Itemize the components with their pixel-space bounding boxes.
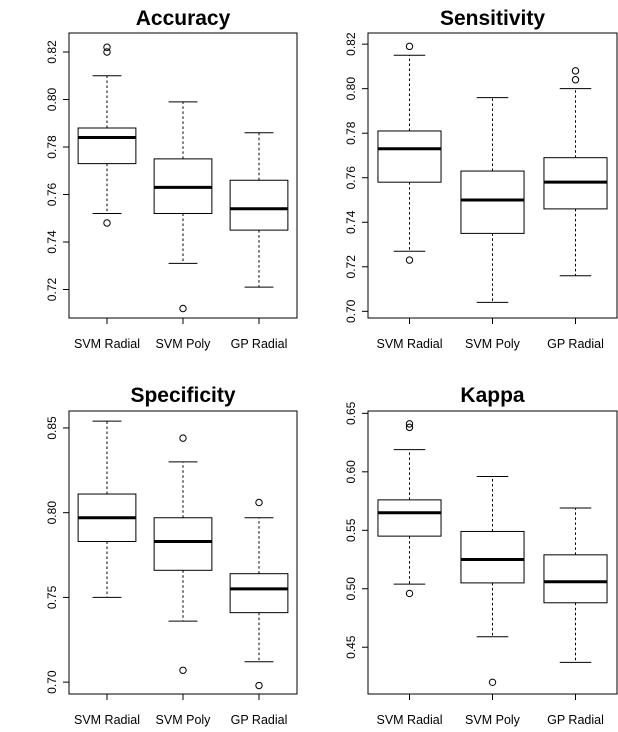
- outlier-point: [255, 498, 263, 507]
- iqr-box: [229, 573, 289, 614]
- outlier-point: [405, 42, 414, 51]
- chart-title: Accuracy: [136, 7, 231, 30]
- x-category-label: SVM Poly: [465, 337, 521, 351]
- x-category-label: SVM Poly: [156, 713, 212, 727]
- box-svm-poly: [153, 434, 213, 674]
- y-tick-label: 0.70: [45, 670, 59, 694]
- y-tick-label: 0.50: [344, 577, 358, 601]
- y-tick-label: 0.55: [344, 518, 358, 542]
- outlier-point: [571, 67, 580, 75]
- outlier-point: [255, 681, 263, 690]
- box-svm-radial: [77, 43, 137, 227]
- iqr-box: [377, 130, 442, 183]
- x-category-label: GP Radial: [547, 713, 604, 727]
- outlier-point: [179, 304, 187, 313]
- box-gp-radial: [229, 132, 289, 288]
- iqr-box: [77, 127, 137, 165]
- x-category-label: GP Radial: [547, 337, 604, 351]
- box-svm-poly: [460, 97, 525, 303]
- box-svm-poly: [153, 101, 213, 313]
- y-tick-label: 0.75: [45, 585, 59, 609]
- y-tick-label: 0.82: [45, 40, 59, 64]
- y-tick-label: 0.76: [45, 182, 59, 206]
- box-svm-radial: [77, 420, 137, 598]
- x-category-label: SVM Radial: [74, 337, 140, 351]
- y-tick-label: 0.74: [45, 230, 59, 254]
- y-tick-label: 0.65: [344, 401, 358, 425]
- y-tick-label: 0.76: [344, 166, 358, 190]
- outlier-point: [179, 666, 187, 674]
- outlier-point: [179, 434, 187, 442]
- outlier-point: [103, 219, 111, 227]
- x-category-label: SVM Radial: [377, 713, 443, 727]
- chart-title: Kappa: [460, 384, 525, 407]
- panel-accuracy: Accuracy 0.72 0.74 0.76 0.78 0.80 0.82 SVM Radi…: [45, 7, 298, 351]
- box-svm-radial: [377, 42, 442, 264]
- chart-title: Specificity: [130, 384, 235, 407]
- outlier-point: [405, 589, 414, 598]
- y-tick-label: 0.80: [45, 87, 59, 111]
- outlier-point: [405, 256, 414, 264]
- y-tick-label: 0.72: [344, 255, 358, 279]
- outlier-point: [103, 43, 111, 51]
- x-category-label: SVM Radial: [74, 713, 140, 727]
- outlier-point: [571, 76, 580, 84]
- y-tick-label: 0.78: [45, 135, 59, 159]
- x-category-label: SVM Poly: [465, 713, 521, 727]
- box-gp-radial: [543, 67, 608, 277]
- y-tick-label: 0.82: [344, 32, 358, 56]
- panel-sensitivity: Sensitivity 0.70 0.72 0.74 0.76 0.78 0.80 0.82 S…: [344, 7, 618, 351]
- outlier-point: [103, 48, 111, 56]
- box-svm-poly: [460, 475, 525, 687]
- y-tick-label: 0.72: [45, 277, 59, 301]
- outlier-point: [405, 420, 414, 428]
- iqr-box: [377, 499, 442, 537]
- box-svm-radial: [377, 420, 442, 598]
- outlier-point: [405, 423, 414, 432]
- y-tick-label: 0.45: [344, 635, 358, 659]
- panel-specificity: Specificity 0.70 0.75 0.80 0.85 SVM Radial SVM…: [45, 384, 298, 727]
- y-tick-label: 0.78: [344, 121, 358, 145]
- box-gp-radial: [229, 498, 289, 690]
- x-category-label: SVM Poly: [156, 337, 212, 351]
- iqr-box: [153, 517, 213, 571]
- x-category-label: SVM Radial: [377, 337, 443, 351]
- y-tick-label: 0.60: [344, 460, 358, 484]
- x-category-label: GP Radial: [231, 713, 288, 727]
- box-gp-radial: [543, 507, 608, 663]
- y-tick-label: 0.80: [344, 77, 358, 101]
- outlier-point: [488, 678, 497, 687]
- chart-title: Sensitivity: [440, 7, 545, 30]
- panel-kappa: Kappa 0.45 0.50 0.55 0.60 0.65 SVM Radial SVM P…: [344, 384, 618, 727]
- iqr-box: [460, 530, 525, 584]
- iqr-box: [543, 554, 608, 604]
- iqr-box: [229, 179, 289, 231]
- y-tick-label: 0.85: [45, 416, 59, 440]
- y-tick-label: 0.74: [344, 210, 358, 234]
- y-tick-label: 0.80: [45, 501, 59, 525]
- y-tick-label: 0.70: [344, 299, 358, 323]
- iqr-box: [460, 170, 525, 234]
- x-category-label: GP Radial: [231, 337, 288, 351]
